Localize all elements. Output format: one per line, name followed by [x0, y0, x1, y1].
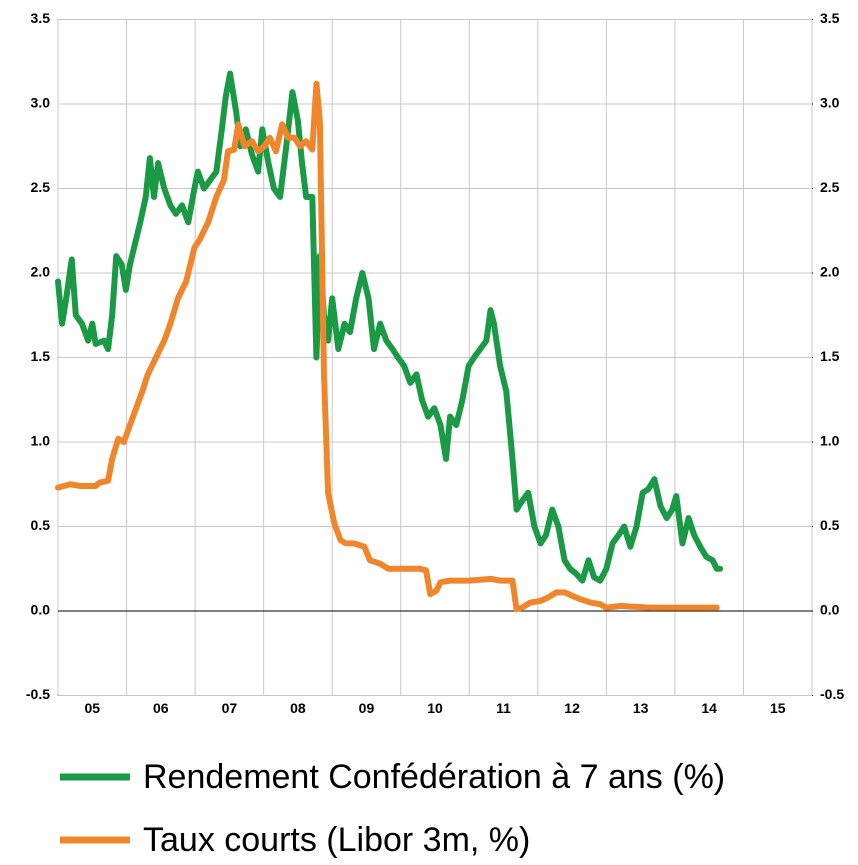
legend-label: Rendement Confédération à 7 ans (%) [143, 758, 725, 796]
x-tick-label: 15 [770, 700, 786, 716]
y2-tick-label: 0.0 [820, 602, 840, 618]
x-tick-label: 10 [427, 700, 443, 716]
x-tick-label: 06 [153, 700, 169, 716]
y-tick-label: 3.5 [31, 10, 51, 26]
x-tick-label: 13 [633, 700, 649, 716]
y-tick-label: 2.5 [31, 179, 51, 195]
y2-tick-label: -0.5 [820, 686, 844, 702]
y-tick-label: 2.0 [31, 264, 51, 280]
x-tick-label: 11 [496, 700, 511, 716]
y2-tick-label: 0.5 [820, 517, 840, 533]
y-tick-label: 0.5 [31, 517, 51, 533]
y-tick-label: -0.5 [26, 686, 50, 702]
y2-tick-label: 1.0 [820, 433, 840, 449]
y2-tick-label: 3.0 [820, 95, 840, 111]
x-tick-label: 14 [701, 700, 717, 716]
y2-tick-label: 1.5 [820, 348, 840, 364]
series-line [55, 80, 720, 613]
y2-tick-label: 3.5 [820, 10, 840, 26]
y-tick-label: 0.0 [31, 602, 51, 618]
series-line [55, 70, 724, 584]
x-tick-label: 09 [359, 700, 375, 716]
y2-tick-label: 2.5 [820, 179, 840, 195]
x-tick-label: 05 [84, 700, 100, 716]
y2-tick-label: 2.0 [820, 264, 840, 280]
x-tick-label: 08 [290, 700, 306, 716]
y-tick-label: 3.0 [31, 95, 51, 111]
legend-label: Taux courts (Libor 3m, %) [143, 821, 530, 859]
y-tick-label: 1.5 [31, 348, 51, 364]
y-tick-label: 1.0 [31, 433, 51, 449]
x-tick-label: 12 [564, 700, 580, 716]
x-tick-label: 07 [222, 700, 238, 716]
